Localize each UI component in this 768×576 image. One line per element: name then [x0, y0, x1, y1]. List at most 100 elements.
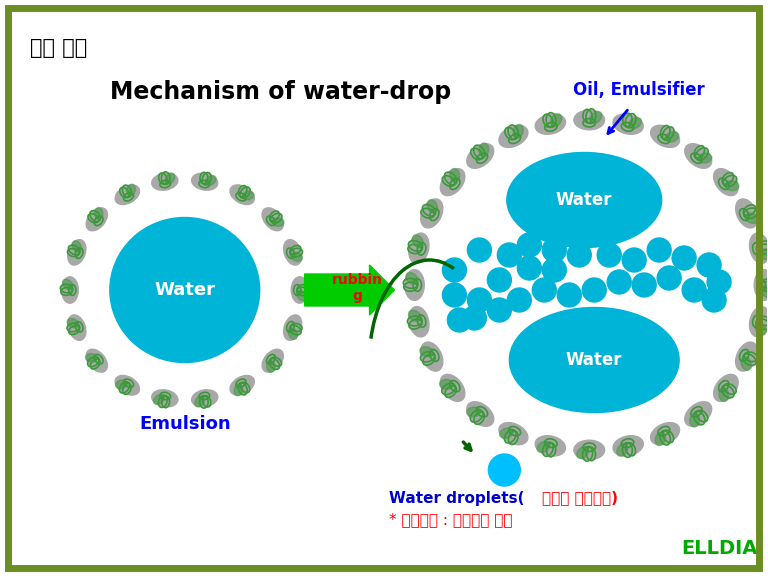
Circle shape: [622, 248, 646, 272]
Ellipse shape: [192, 173, 218, 190]
Ellipse shape: [262, 349, 283, 372]
Ellipse shape: [427, 200, 438, 213]
Ellipse shape: [195, 396, 204, 407]
Circle shape: [488, 454, 521, 486]
Ellipse shape: [115, 185, 140, 204]
Circle shape: [468, 238, 492, 262]
Circle shape: [442, 258, 466, 282]
Ellipse shape: [127, 184, 135, 196]
Ellipse shape: [760, 286, 768, 298]
Ellipse shape: [685, 144, 712, 168]
Ellipse shape: [412, 235, 423, 248]
Circle shape: [707, 270, 731, 294]
Ellipse shape: [296, 290, 307, 301]
Ellipse shape: [421, 199, 443, 228]
Ellipse shape: [499, 423, 528, 445]
Ellipse shape: [68, 240, 86, 265]
Ellipse shape: [690, 413, 700, 427]
Circle shape: [582, 278, 606, 302]
Ellipse shape: [152, 390, 178, 407]
Ellipse shape: [754, 270, 768, 301]
Text: ELLDIA: ELLDIA: [681, 539, 757, 558]
Ellipse shape: [165, 173, 175, 184]
Circle shape: [657, 266, 681, 290]
Ellipse shape: [551, 113, 561, 127]
Circle shape: [697, 253, 721, 277]
Ellipse shape: [439, 380, 454, 389]
Ellipse shape: [283, 240, 302, 265]
Ellipse shape: [62, 279, 73, 290]
Ellipse shape: [574, 440, 604, 460]
Circle shape: [442, 283, 466, 307]
Circle shape: [558, 283, 581, 307]
Circle shape: [462, 306, 486, 330]
Ellipse shape: [736, 342, 758, 371]
Circle shape: [488, 298, 511, 322]
Ellipse shape: [68, 315, 86, 340]
Ellipse shape: [755, 322, 766, 335]
Ellipse shape: [745, 213, 759, 223]
Text: Water droplets(: Water droplets(: [389, 491, 525, 506]
Ellipse shape: [205, 176, 216, 185]
Ellipse shape: [291, 277, 308, 303]
Ellipse shape: [665, 132, 679, 142]
Ellipse shape: [409, 233, 429, 263]
Circle shape: [448, 308, 472, 332]
Ellipse shape: [288, 328, 297, 339]
Ellipse shape: [110, 218, 260, 362]
Ellipse shape: [617, 444, 628, 456]
Ellipse shape: [409, 306, 429, 337]
Circle shape: [542, 238, 566, 262]
Text: Water: Water: [154, 281, 215, 299]
Ellipse shape: [86, 349, 108, 372]
Ellipse shape: [719, 388, 729, 401]
Circle shape: [672, 246, 696, 270]
Circle shape: [488, 268, 511, 292]
Circle shape: [632, 273, 656, 297]
Ellipse shape: [420, 347, 433, 357]
Circle shape: [598, 243, 621, 267]
Ellipse shape: [152, 173, 178, 190]
Circle shape: [532, 278, 556, 302]
Ellipse shape: [192, 390, 218, 407]
Ellipse shape: [650, 125, 680, 147]
Ellipse shape: [736, 199, 758, 228]
Text: rubbin
g: rubbin g: [332, 273, 382, 303]
Ellipse shape: [467, 401, 494, 426]
Ellipse shape: [613, 435, 644, 456]
Ellipse shape: [513, 124, 523, 138]
Ellipse shape: [272, 218, 284, 226]
Ellipse shape: [650, 423, 680, 445]
Circle shape: [498, 243, 521, 267]
Ellipse shape: [115, 380, 127, 389]
Ellipse shape: [67, 319, 78, 328]
Text: * 유효물질 : 주요성분 참조: * 유효물질 : 주요성분 참조: [389, 513, 513, 528]
Circle shape: [542, 258, 566, 282]
Ellipse shape: [500, 428, 513, 438]
Ellipse shape: [406, 272, 418, 285]
Ellipse shape: [757, 248, 768, 260]
Circle shape: [468, 288, 492, 312]
Ellipse shape: [230, 185, 254, 204]
Text: Emulsion: Emulsion: [139, 415, 230, 433]
Ellipse shape: [750, 233, 768, 263]
Ellipse shape: [725, 181, 739, 191]
Text: 수분과 유효물질): 수분과 유효물질): [542, 491, 618, 506]
Ellipse shape: [291, 252, 303, 262]
Text: 제품 특징: 제품 특징: [30, 38, 88, 58]
Ellipse shape: [507, 153, 662, 248]
Ellipse shape: [440, 169, 465, 196]
Ellipse shape: [40, 150, 329, 430]
Ellipse shape: [115, 376, 140, 395]
Ellipse shape: [230, 376, 254, 395]
Ellipse shape: [262, 208, 283, 231]
Ellipse shape: [154, 395, 164, 404]
Ellipse shape: [94, 207, 103, 219]
Ellipse shape: [509, 308, 679, 412]
Circle shape: [518, 233, 541, 257]
Ellipse shape: [72, 241, 81, 252]
Ellipse shape: [421, 342, 443, 371]
Ellipse shape: [405, 270, 424, 301]
Ellipse shape: [234, 384, 243, 396]
Ellipse shape: [479, 143, 488, 157]
